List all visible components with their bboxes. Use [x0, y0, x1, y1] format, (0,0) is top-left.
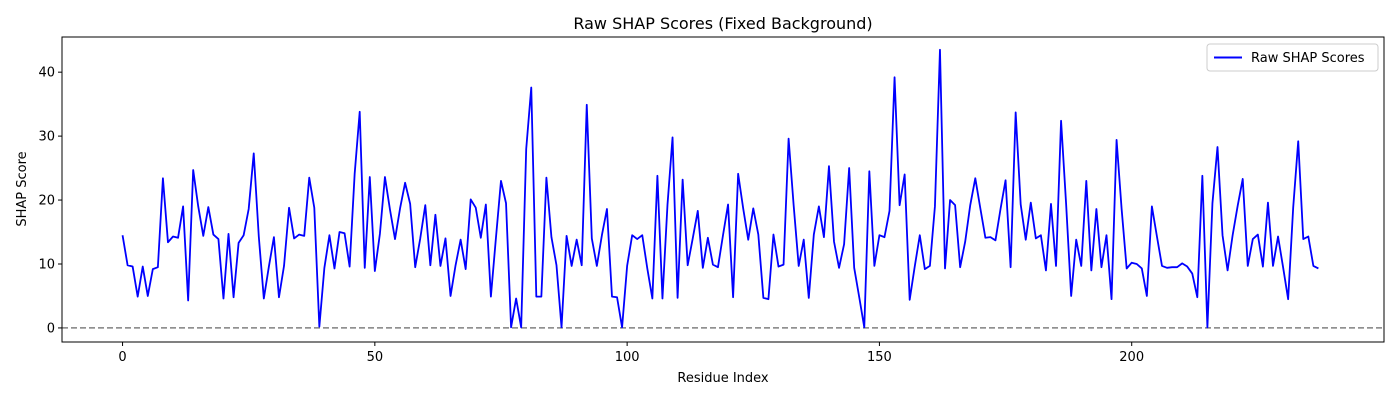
chart-title: Raw SHAP Scores (Fixed Background)	[573, 14, 872, 33]
x-tick-label: 50	[367, 350, 384, 365]
axes-frame	[61, 36, 1385, 343]
legend-box	[1206, 43, 1379, 72]
x-tick-label: 200	[1119, 350, 1144, 365]
y-tick-label: 10	[38, 257, 55, 272]
plot-area	[62, 48, 1384, 329]
y-axis: 0 10 20 30 40	[38, 66, 62, 336]
x-tick-label: 100	[615, 350, 640, 365]
y-axis-label: SHAP Score	[15, 151, 30, 226]
y-tick-label: 40	[38, 66, 55, 81]
legend: Raw SHAP Scores	[1206, 43, 1379, 72]
x-axis: 0 50 100 150 200	[118, 342, 1144, 365]
legend-label: Raw SHAP Scores	[1251, 51, 1365, 66]
x-axis-label: Residue Index	[677, 371, 769, 386]
series-line-1	[121, 48, 1319, 329]
y-tick-label: 30	[38, 130, 55, 145]
x-tick-label: 0	[118, 350, 126, 365]
y-tick-label: 20	[38, 194, 55, 209]
y-tick-label: 0	[47, 321, 55, 336]
x-tick-label: 150	[867, 350, 892, 365]
